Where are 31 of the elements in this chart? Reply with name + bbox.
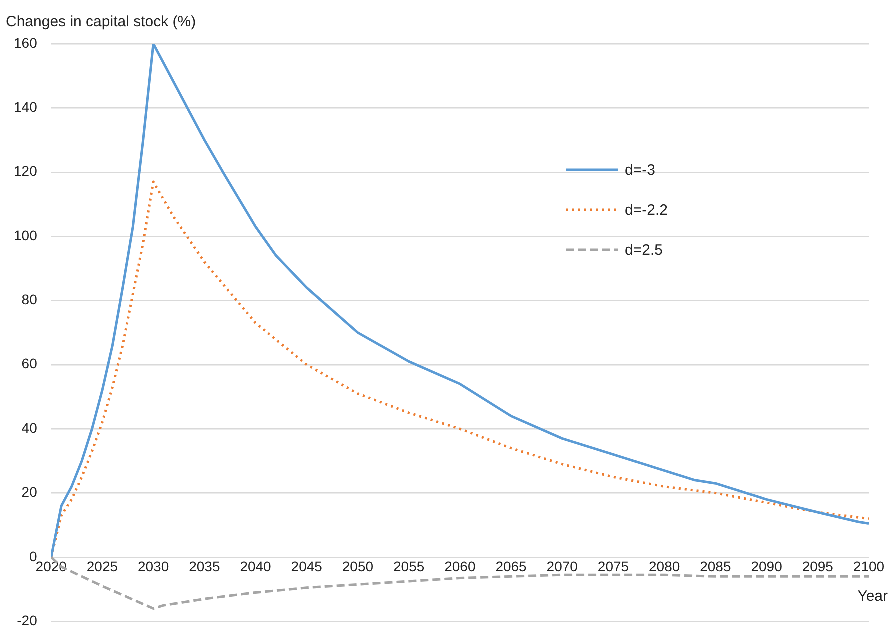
y-tick-label: 40 (22, 420, 38, 436)
y-axis-title: Changes in capital stock (%) (6, 14, 196, 31)
x-axis-title: Year (858, 588, 888, 606)
x-tick-label: 2090 (751, 558, 783, 575)
legend-label: d=2.5 (625, 242, 663, 258)
legend-label: d=-2.2 (625, 202, 668, 218)
x-tick-label: 2055 (394, 558, 425, 575)
y-tick-label: -20 (17, 612, 38, 628)
x-tick-label: 2065 (496, 558, 528, 575)
y-tick-label: 0 (30, 548, 38, 564)
y-tick-label: 100 (14, 227, 38, 244)
y-tick-label: 60 (22, 356, 38, 372)
y-tick-label: 140 (14, 99, 38, 116)
x-tick-label: 2035 (189, 558, 220, 575)
x-tick-label: 2060 (444, 558, 476, 575)
x-tick-label: 2030 (138, 558, 170, 575)
x-tick-label: 2095 (802, 558, 834, 575)
y-tick-label: 120 (14, 163, 38, 180)
y-tick-label: 80 (22, 292, 38, 308)
x-tick-label: 2085 (700, 558, 732, 575)
x-tick-label: 2070 (546, 558, 578, 575)
x-tick-label: 2045 (291, 558, 323, 575)
y-tick-label: 20 (22, 484, 38, 500)
x-tick-label: 2040 (240, 558, 272, 575)
x-tick-label: 2050 (342, 558, 374, 575)
legend-label: d=-3 (625, 162, 656, 178)
x-tick-label: 2100 (853, 558, 885, 575)
x-tick-label: 2080 (649, 558, 680, 575)
y-tick-label: 160 (14, 34, 38, 51)
x-tick-label: 2075 (598, 558, 630, 575)
x-tick-label: 2025 (86, 558, 118, 575)
